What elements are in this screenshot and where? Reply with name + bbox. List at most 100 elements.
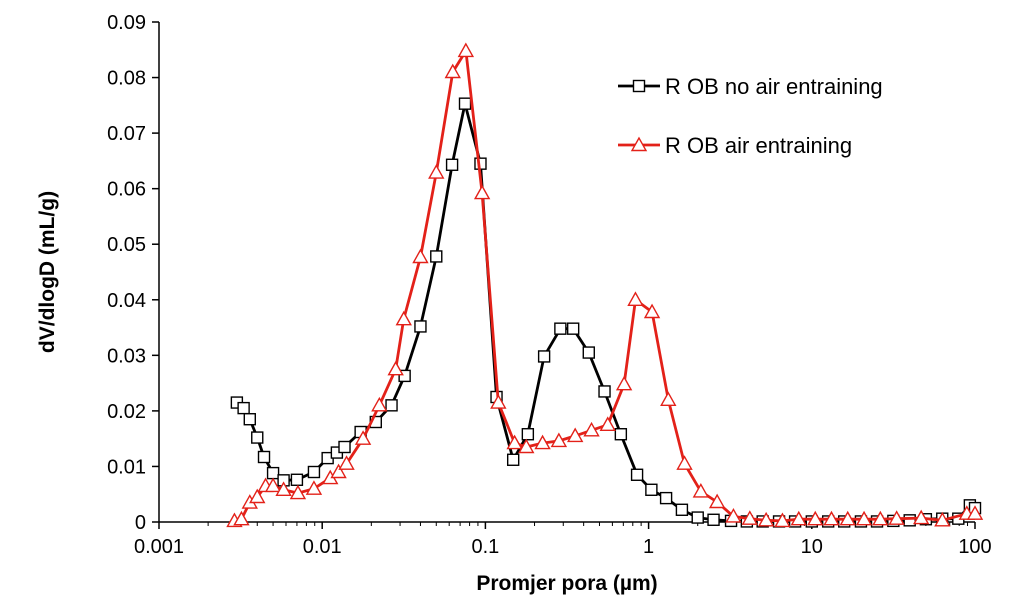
data-point: [934, 511, 951, 527]
data-point: [445, 158, 459, 171]
y-tick-label-7: 0.07: [107, 123, 146, 145]
data-point: [257, 450, 271, 464]
data-point: [708, 493, 726, 509]
data-point: [550, 432, 568, 448]
data-point: [676, 455, 693, 470]
legend-entry-0: R OB no air entraining: [618, 74, 883, 99]
data-point: [354, 430, 372, 445]
y-tick-label-0: 0: [135, 512, 146, 534]
y-tick-label-4: 0.04: [107, 290, 146, 312]
data-point: [289, 484, 307, 500]
data-point: [537, 350, 551, 363]
data-point: [506, 434, 523, 450]
data-point: [266, 466, 280, 480]
data-point: [430, 250, 443, 263]
data-point: [338, 440, 351, 454]
data-point: [305, 480, 323, 495]
data-point: [903, 514, 916, 527]
data-point: [659, 491, 673, 505]
data-point: [307, 465, 321, 479]
data-point: [790, 510, 807, 526]
data-point: [823, 510, 840, 526]
data-point: [518, 438, 535, 454]
data-point: [414, 320, 427, 333]
y-tick-label-1: 0.01: [107, 456, 146, 478]
x-tick-label-0: 0.001: [134, 536, 184, 558]
data-point: [338, 455, 355, 470]
data-point: [567, 427, 584, 443]
data-point: [839, 510, 856, 526]
x-axis-title: Promjer pora (µm): [476, 572, 657, 595]
data-point: [371, 396, 388, 412]
data-point: [912, 509, 930, 525]
data-point: [534, 434, 551, 450]
data-point: [554, 322, 567, 335]
data-point: [675, 503, 689, 516]
data-point: [583, 421, 600, 437]
y-tick-label-8: 0.08: [107, 68, 146, 90]
data-point: [707, 513, 720, 526]
data-point: [757, 511, 775, 527]
y-tick-label-5: 0.05: [107, 234, 146, 256]
legend-label-1: R OB air entraining: [665, 133, 852, 158]
x-tick-label-3: 1: [643, 536, 654, 558]
y-tick-label-3: 0.03: [107, 345, 146, 367]
data-point: [490, 394, 507, 409]
data-point: [598, 385, 611, 398]
data-point: [774, 512, 791, 528]
series-1: [226, 42, 984, 528]
data-point: [599, 416, 616, 431]
data-point: [330, 463, 347, 479]
data-point: [660, 391, 677, 406]
x-tick-labels: 0.001 0.01 0.1 1 10 100: [134, 536, 992, 558]
data-point: [643, 303, 661, 319]
data-point: [627, 291, 644, 306]
data-point: [725, 508, 742, 523]
x-tick-label-2: 0.1: [471, 536, 499, 558]
data-point: [630, 468, 644, 481]
data-point: [233, 510, 250, 526]
data-point: [264, 477, 282, 493]
y-tick-label-2: 0.02: [107, 401, 146, 423]
data-point: [741, 510, 759, 525]
data-point: [457, 42, 475, 58]
data-point: [444, 63, 461, 79]
data-point: [243, 413, 256, 426]
data-point: [395, 310, 412, 326]
data-point: [966, 505, 984, 520]
legend-marker-0: [632, 79, 646, 93]
data-point: [582, 346, 595, 359]
y-axis-title: dV/dlogD (mL/g): [36, 191, 59, 353]
data-point: [645, 483, 658, 496]
data-point: [566, 322, 580, 335]
data-point: [387, 360, 404, 376]
data-point: [251, 431, 264, 444]
data-point: [692, 483, 710, 498]
data-point: [855, 510, 873, 526]
data-point: [506, 453, 520, 466]
legend-marker-1: [630, 136, 648, 152]
data-point: [473, 184, 491, 200]
data-point: [290, 473, 304, 486]
data-point: [521, 428, 535, 441]
data-point: [807, 510, 824, 526]
series-layer: [226, 42, 984, 528]
data-point: [888, 510, 905, 525]
data-point: [428, 164, 445, 179]
y-tick-label-9: 0.09: [107, 12, 146, 34]
data-point: [385, 399, 398, 412]
data-point: [614, 428, 628, 441]
data-point: [615, 375, 633, 391]
data-point: [412, 248, 429, 264]
legend: R OB no air entraining R OB air entrainin…: [618, 74, 883, 158]
data-point: [458, 97, 472, 110]
x-tick-label-4: 10: [801, 536, 823, 558]
data-point: [237, 401, 250, 415]
y-tick-label-6: 0.06: [107, 179, 146, 201]
data-point: [872, 510, 889, 526]
data-point: [398, 369, 411, 383]
data-point: [691, 511, 704, 524]
data-point: [275, 481, 292, 496]
data-point: [249, 488, 266, 504]
